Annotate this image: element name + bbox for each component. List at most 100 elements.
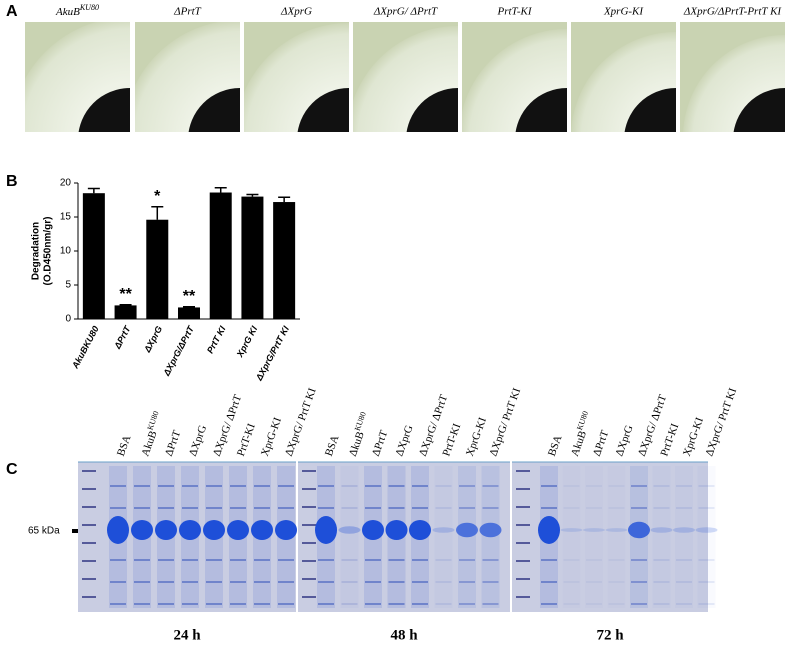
colony: [297, 88, 349, 132]
minor-band: [586, 581, 602, 583]
ladder-band: [302, 542, 316, 544]
minor-band: [230, 581, 246, 583]
minor-band: [608, 485, 625, 487]
label-superscript: KU80: [79, 3, 99, 12]
label-text: ΔkuB: [346, 430, 366, 458]
ladder-band: [516, 560, 530, 562]
protein-band: [131, 520, 153, 540]
minor-band: [563, 603, 580, 605]
minor-band: [412, 559, 428, 561]
minor-band: [254, 581, 270, 583]
lane-smear: [585, 466, 603, 608]
lane-label: BSA: [323, 434, 342, 458]
minor-band: [586, 559, 602, 561]
minor-band: [278, 603, 294, 605]
protein-band: [538, 516, 560, 544]
minor-band: [631, 485, 647, 487]
y-axis-label: (O.D450nm/gr): [43, 217, 54, 286]
minor-band: [698, 559, 715, 561]
y-axis-label: Degradation: [31, 222, 42, 280]
bar: [273, 202, 296, 319]
minor-band: [541, 581, 557, 583]
bar: [178, 307, 200, 319]
lane-label: ΔXprG/ PrtT KI: [487, 386, 523, 458]
lane-label: ΔXprG/ PrtT KI: [703, 386, 739, 458]
minor-band: [698, 603, 715, 605]
minor-band: [254, 507, 270, 509]
protein-band: [338, 526, 361, 534]
minor-band: [365, 581, 381, 583]
minor-band: [158, 485, 174, 487]
label-text: AkuB: [55, 6, 80, 18]
ladder-band: [82, 470, 96, 472]
minor-band: [365, 507, 381, 509]
minor-band: [134, 559, 150, 561]
protein-band: [560, 528, 583, 532]
minor-band: [482, 485, 499, 487]
error-bar: [214, 187, 227, 193]
minor-band: [206, 559, 222, 561]
minor-band: [388, 581, 405, 583]
protein-band: [695, 527, 718, 533]
lane-label: ΔXprG: [613, 424, 635, 458]
colony-image: [135, 22, 240, 132]
lane-label: XprG-KI: [259, 416, 284, 458]
lane-smear: [698, 466, 716, 608]
colony: [733, 88, 785, 132]
y-tick-label: 10: [60, 246, 72, 257]
minor-band: [676, 581, 692, 583]
lane-label: PrtT-KI: [440, 422, 463, 458]
minor-band: [230, 507, 246, 509]
minor-band: [278, 581, 294, 583]
bar: [82, 193, 105, 319]
minor-band: [586, 485, 602, 487]
significance: *: [154, 188, 161, 205]
minor-band: [134, 603, 150, 605]
minor-band: [541, 559, 557, 561]
minor-band: [541, 603, 557, 605]
significance: **: [183, 288, 196, 305]
minor-band: [182, 485, 198, 487]
minor-band: [412, 485, 428, 487]
lane-smear: [435, 466, 453, 608]
minor-band: [563, 485, 580, 487]
ladder-band: [302, 578, 316, 580]
protein-band: [650, 527, 673, 533]
y-tick-label: 15: [60, 212, 72, 223]
minor-band: [134, 485, 150, 487]
lane-label: ΔXprG: [187, 424, 209, 458]
colony: [515, 88, 567, 132]
error-bar: [119, 303, 132, 306]
protein-band: [362, 520, 384, 540]
ladder-band: [302, 488, 316, 490]
minor-band: [698, 485, 715, 487]
minor-band: [412, 581, 428, 583]
minor-band: [230, 485, 246, 487]
lane-label: ΔPrtT: [591, 428, 611, 457]
marker-label: 65 kDa: [28, 526, 60, 537]
minor-band: [608, 581, 625, 583]
colony: [406, 88, 458, 132]
colony-image: [571, 22, 676, 132]
minor-band: [459, 559, 475, 561]
bar: [241, 196, 264, 319]
image-title: ΔXprG/ΔPrtT-PrtT KI: [683, 6, 782, 18]
time-label: 72 h: [596, 627, 624, 643]
minor-band: [158, 507, 174, 509]
ladder-band: [82, 560, 96, 562]
minor-band: [110, 485, 126, 487]
ladder-band: [302, 560, 316, 562]
minor-band: [482, 559, 499, 561]
minor-band: [341, 603, 358, 605]
minor-band: [254, 485, 270, 487]
protein-band: [409, 520, 431, 540]
lane-label: ΔXprG: [393, 424, 415, 458]
minor-band: [158, 603, 174, 605]
lane-label: XprG-KI: [464, 416, 489, 458]
y-tick-label: 5: [65, 280, 71, 291]
minor-band: [365, 559, 381, 561]
lane-label: BSA: [546, 434, 565, 458]
minor-band: [653, 507, 670, 509]
minor-band: [412, 603, 428, 605]
lane-smear: [340, 466, 359, 608]
